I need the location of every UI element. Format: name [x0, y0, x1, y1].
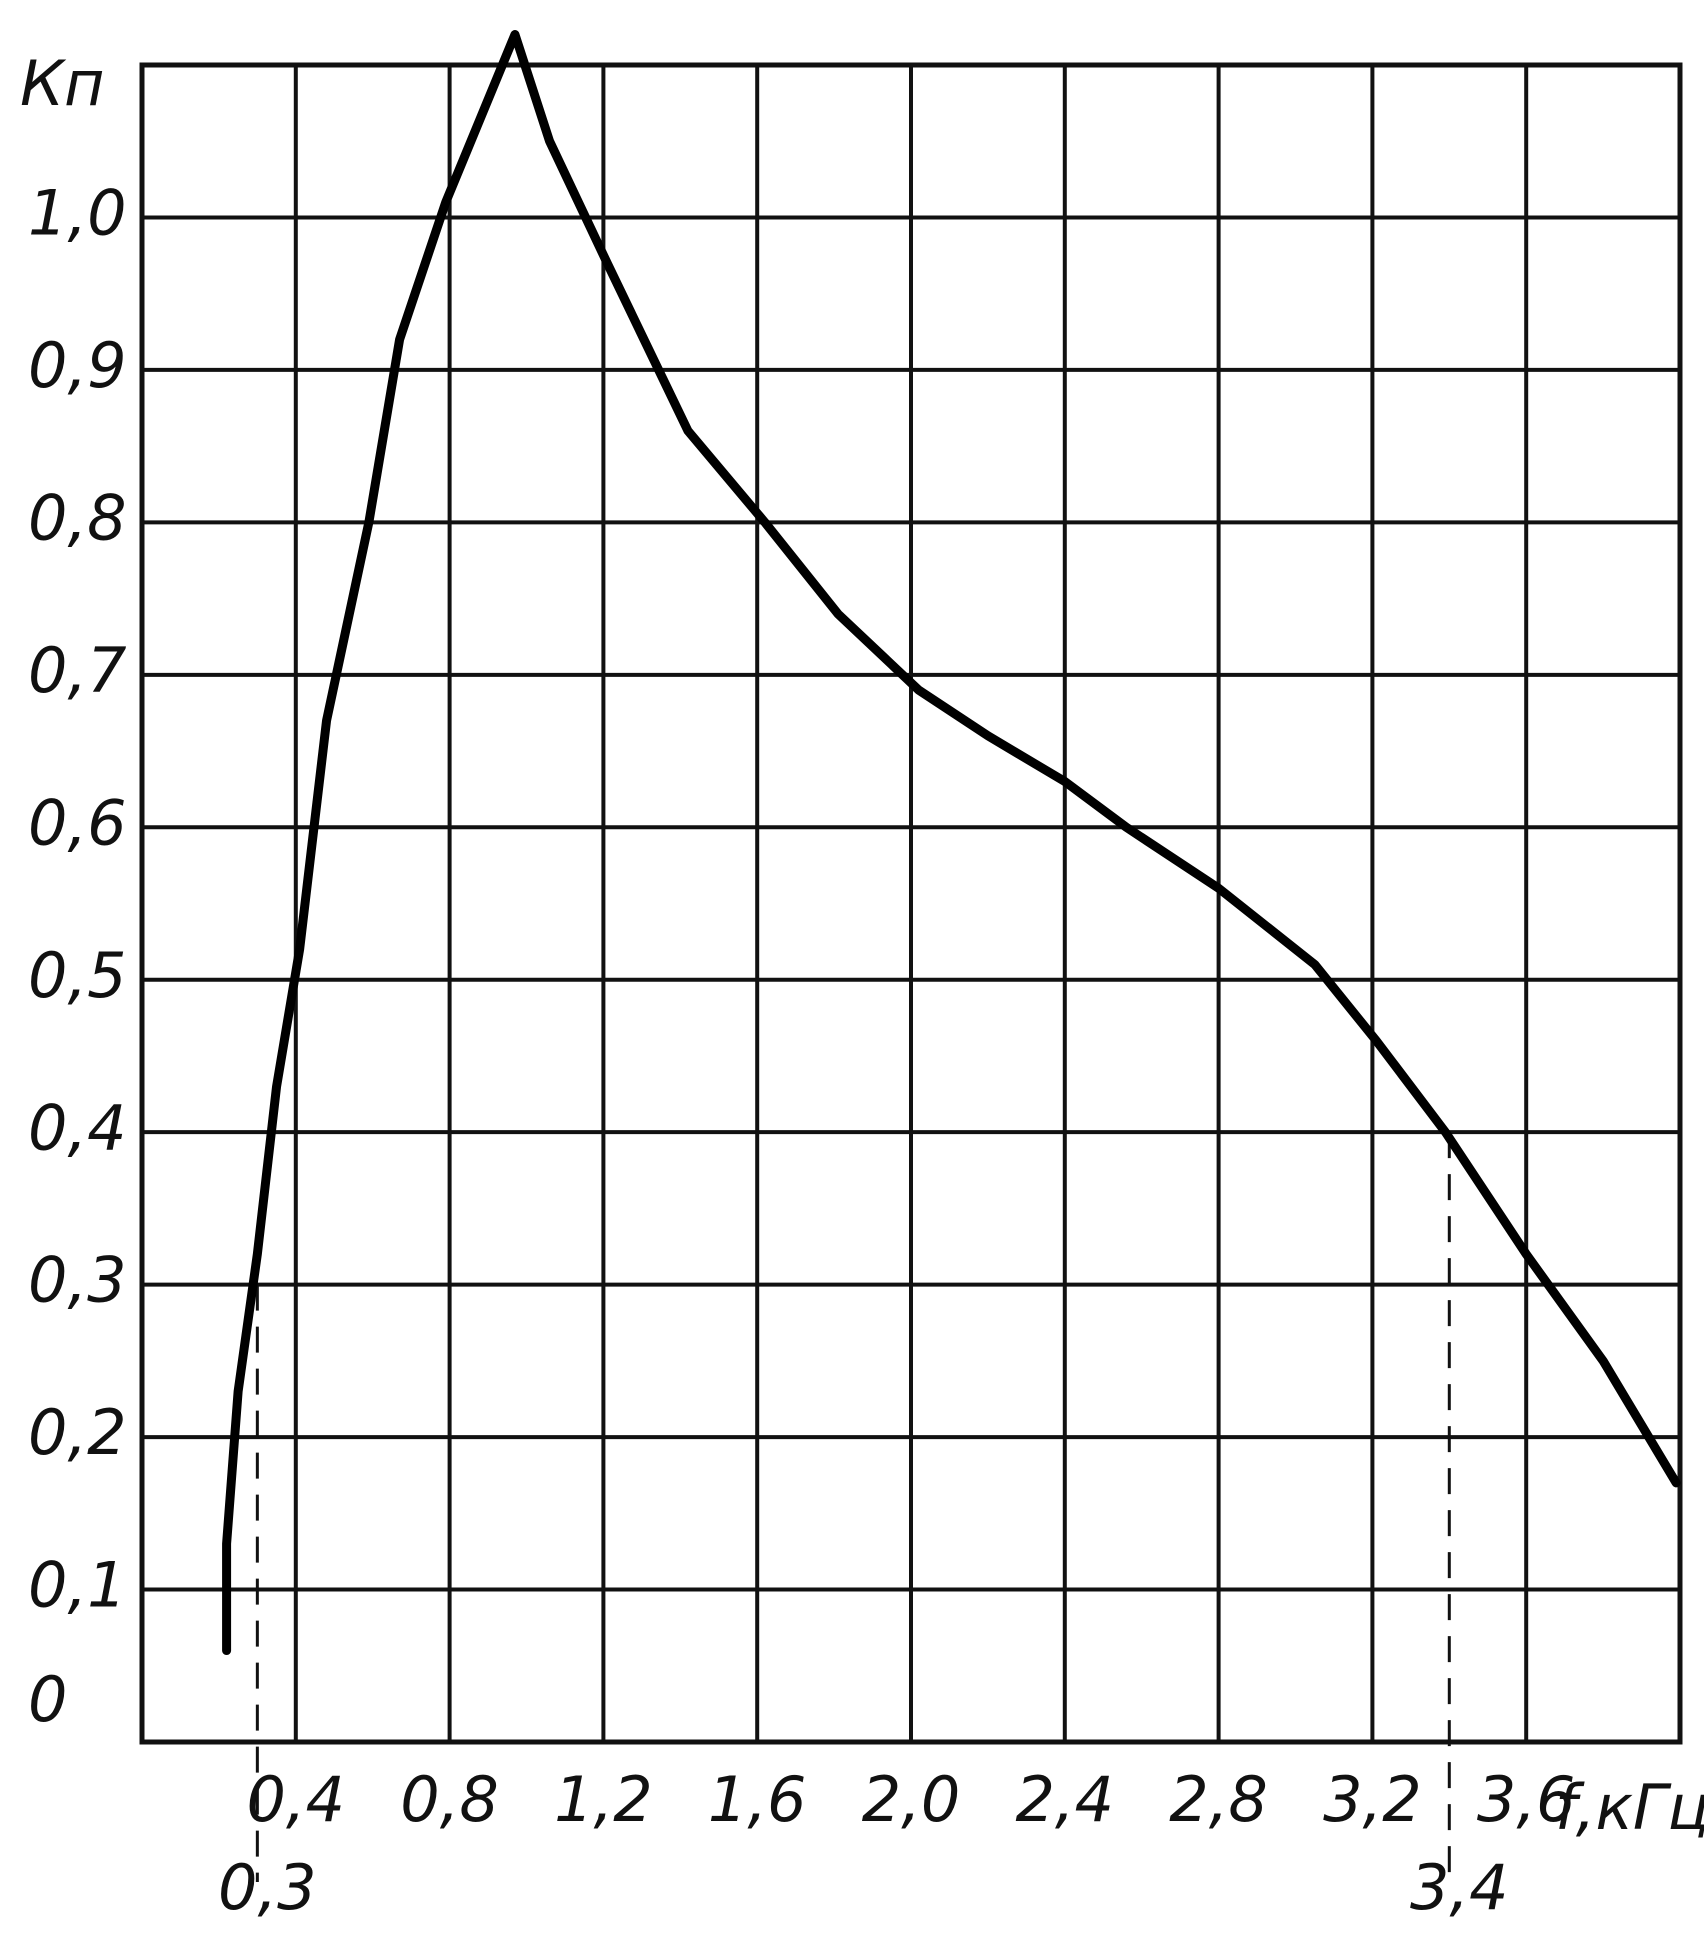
y-tick-label: 0,9: [28, 329, 127, 402]
x-tick-label: 2,8: [1169, 1763, 1268, 1836]
y-tick-label: 1,0: [28, 177, 127, 250]
annotation-label: 0,3: [218, 1851, 317, 1924]
y-tick-label: 0,1: [28, 1549, 127, 1622]
y-tick-label: 0,5: [28, 939, 127, 1012]
y-tick-label: 0,3: [28, 1244, 127, 1317]
y-tick-label: 0,2: [28, 1396, 127, 1469]
annotation-label: 3,4: [1410, 1851, 1509, 1924]
x-tick-label: 0,4: [246, 1763, 345, 1836]
data-line: [222, 30, 1681, 1656]
y-tick-label: 0,7: [28, 634, 127, 707]
x-tick-label: 2,4: [1015, 1763, 1114, 1836]
x-tick-label: 1,2: [554, 1763, 653, 1836]
x-tick-label: 1,6: [708, 1763, 807, 1836]
y-tick-label: 0,4: [28, 1091, 127, 1164]
y-axis-label: Кп: [20, 47, 105, 120]
y-tick-label: 0,8: [28, 481, 127, 554]
x-tick-label: 0,8: [400, 1763, 499, 1836]
y-tick-label: 0: [28, 1663, 67, 1736]
x-tick-label: 2,0: [862, 1763, 961, 1836]
x-tick-label: 3,6: [1477, 1763, 1576, 1836]
x-axis-label: f,кГц: [1555, 1771, 1704, 1844]
y-tick-label: 0,6: [28, 786, 127, 859]
x-tick-label: 3,2: [1323, 1763, 1422, 1836]
